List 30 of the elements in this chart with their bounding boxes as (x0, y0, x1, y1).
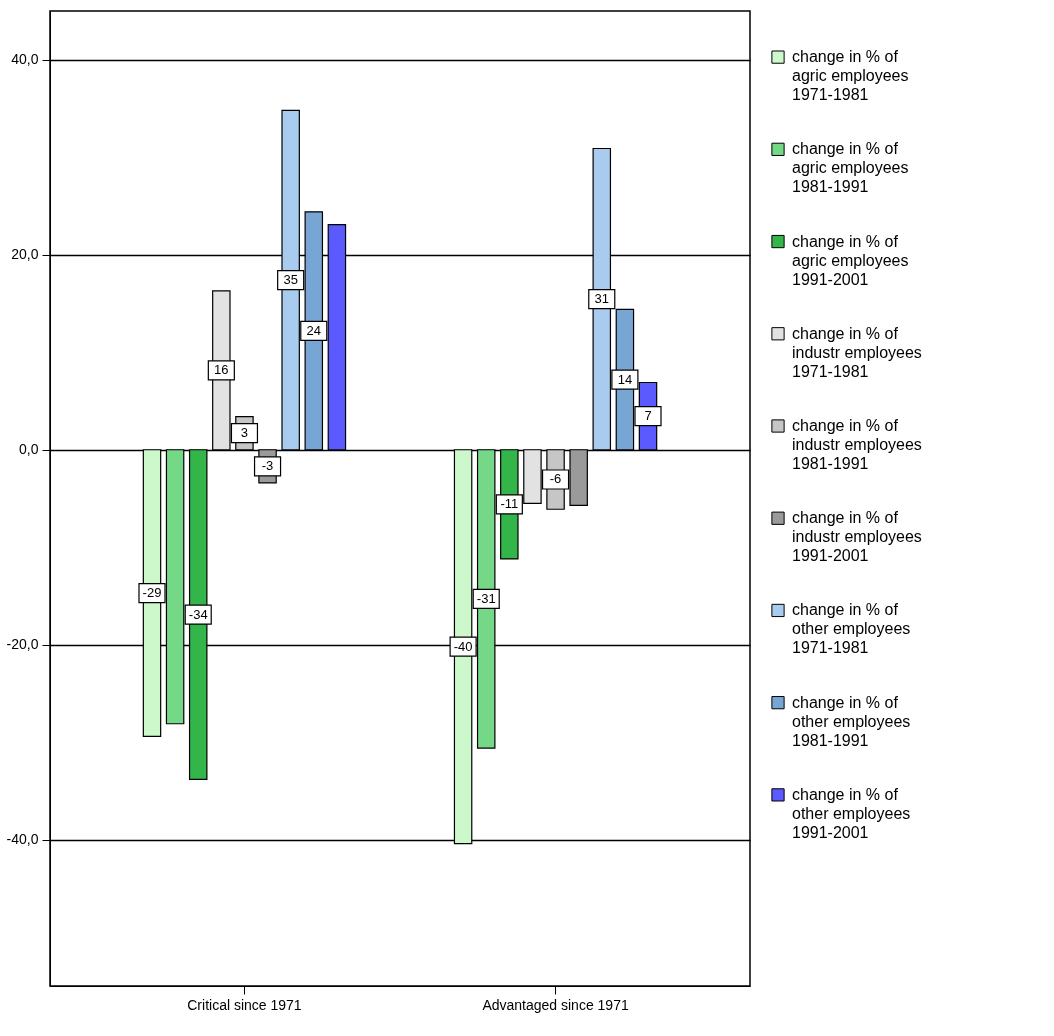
data-label: 24 (306, 322, 322, 338)
y-tick-label: 40,0 (11, 51, 39, 68)
y-tick-label: 0,0 (19, 441, 39, 458)
legend-label: change in % of agric employees 1991-2001 (792, 232, 909, 288)
legend-label: change in % of agric employees 1981-1991 (792, 140, 909, 196)
legend-label: change in % of industr employees 1981-1991 (792, 417, 922, 472)
data-label: 7 (644, 408, 652, 424)
x-tick-label: Critical since 1971 (187, 996, 302, 1013)
legend-label: change in % of other employees 1991-2001 (792, 785, 911, 841)
data-label: -34 (188, 606, 208, 622)
legend-label: change in % of agric employees 1971-1981 (792, 48, 909, 104)
data-label: -40 (453, 638, 473, 654)
y-tick-label: -40,0 (6, 831, 39, 848)
legend-label: change in % of industr employees 1971-1981 (792, 324, 922, 380)
legend-label: change in % of other employees 1981-1991 (792, 693, 911, 749)
data-label: -6 (549, 471, 562, 487)
data-label: 3 (240, 425, 249, 441)
data-label: -3 (261, 458, 274, 474)
data-label: -29 (142, 585, 162, 601)
data-label: 35 (283, 272, 298, 288)
data-label: -11 (500, 496, 519, 512)
y-tick-label: 20,0 (11, 246, 39, 263)
legend-label: change in % of industr employees 1991-2001 (792, 509, 922, 565)
y-tick-label: -20,0 (6, 636, 39, 653)
data-label: 16 (214, 362, 229, 378)
x-tick-label: Advantaged since 1971 (482, 996, 629, 1013)
data-label: 31 (594, 291, 610, 307)
data-label: 14 (617, 371, 633, 387)
data-label: -31 (476, 590, 496, 606)
legend-label: change in % of other employees 1971-1981 (792, 601, 911, 657)
